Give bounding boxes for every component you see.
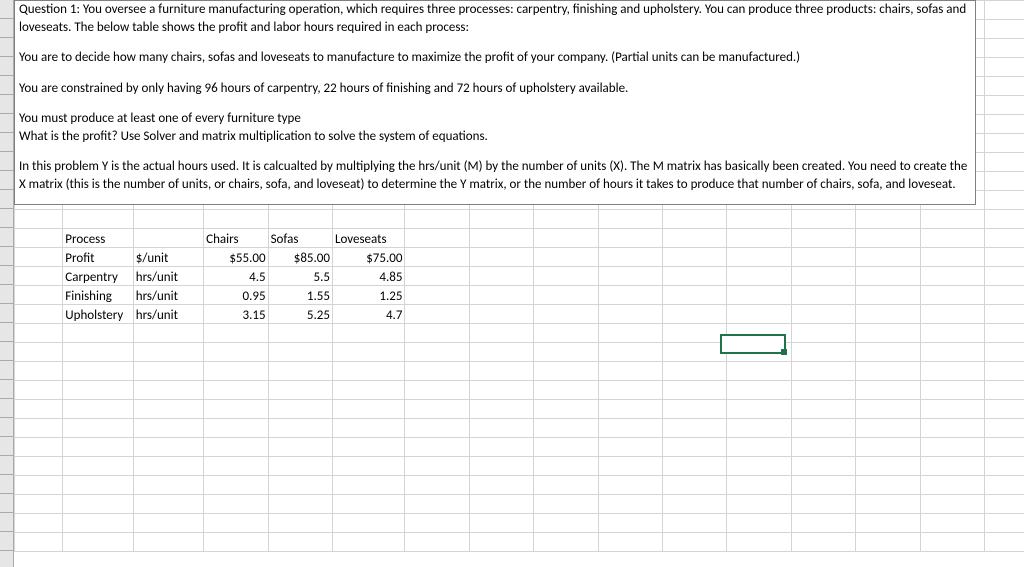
cell-loveseats[interactable]: $75.00	[332, 248, 404, 267]
row-label[interactable]: Carpentry	[63, 267, 133, 286]
grid-row[interactable]	[15, 400, 1024, 419]
textbox-p4a: You must produce at least one of every f…	[19, 110, 971, 128]
textbox-p3: You are constrained by only having 96 ho…	[19, 80, 971, 98]
cell-sofas[interactable]: 5.5	[268, 267, 332, 286]
textbox-p5: In this problem Y is the actual hours us…	[19, 158, 971, 193]
row-label[interactable]: Finishing	[63, 286, 133, 305]
grid-row[interactable]	[15, 495, 1024, 514]
grid-row[interactable]	[15, 419, 1024, 438]
cell-chairs[interactable]: 0.95	[204, 286, 268, 305]
grid-row[interactable]	[15, 533, 1024, 552]
grid-row[interactable]	[15, 210, 1024, 229]
col-loveseats[interactable]: Loveseats	[332, 229, 404, 248]
grid-row[interactable]	[15, 476, 1024, 495]
col-sofas[interactable]: Sofas	[268, 229, 332, 248]
table-row[interactable]: Upholstery hrs/unit 3.15 5.25 4.7	[15, 305, 1024, 324]
row-label[interactable]: Profit	[63, 248, 133, 267]
grid-row[interactable]	[15, 438, 1024, 457]
grid-row[interactable]	[15, 362, 1024, 381]
cell-chairs[interactable]: $55.00	[204, 248, 268, 267]
row-unit[interactable]: hrs/unit	[133, 305, 203, 324]
grid-row[interactable]	[15, 381, 1024, 400]
row-heading-gutter	[0, 0, 14, 567]
row-label[interactable]: Upholstery	[63, 305, 133, 324]
row-unit[interactable]: hrs/unit	[133, 267, 203, 286]
table-row[interactable]: Profit $/unit $55.00 $85.00 $75.00	[15, 248, 1024, 267]
table-row[interactable]: Carpentry hrs/unit 4.5 5.5 4.85	[15, 267, 1024, 286]
textbox-p2: You are to decide how many chairs, sofas…	[19, 49, 971, 67]
grid-row[interactable]	[15, 514, 1024, 533]
table-header-row[interactable]: Process Chairs Sofas Loveseats	[15, 229, 1024, 248]
question-textbox[interactable]: Question 1: You oversee a furniture manu…	[14, 0, 976, 205]
col-process[interactable]: Process	[63, 229, 133, 248]
cell-sofas[interactable]: $85.00	[268, 248, 332, 267]
cell-sofas[interactable]: 1.55	[268, 286, 332, 305]
cell-loveseats[interactable]: 1.25	[332, 286, 404, 305]
row-unit[interactable]: hrs/unit	[133, 286, 203, 305]
cell-chairs[interactable]: 4.5	[204, 267, 268, 286]
row-unit[interactable]: $/unit	[133, 248, 203, 267]
table-row[interactable]: Finishing hrs/unit 0.95 1.55 1.25	[15, 286, 1024, 305]
grid-row[interactable]	[15, 324, 1024, 343]
textbox-p4b: What is the profit? Use Solver and matri…	[19, 128, 971, 146]
spreadsheet-sheet: Process Chairs Sofas Loveseats Profit $/…	[0, 0, 1024, 567]
cell-loveseats[interactable]: 4.85	[332, 267, 404, 286]
grid-row[interactable]	[15, 343, 1024, 362]
textbox-p1: Question 1: You oversee a furniture manu…	[19, 1, 971, 36]
cell-sofas[interactable]: 5.25	[268, 305, 332, 324]
grid-row[interactable]	[15, 457, 1024, 476]
cell-loveseats[interactable]: 4.7	[332, 305, 404, 324]
col-chairs[interactable]: Chairs	[204, 229, 268, 248]
cell-chairs[interactable]: 3.15	[204, 305, 268, 324]
